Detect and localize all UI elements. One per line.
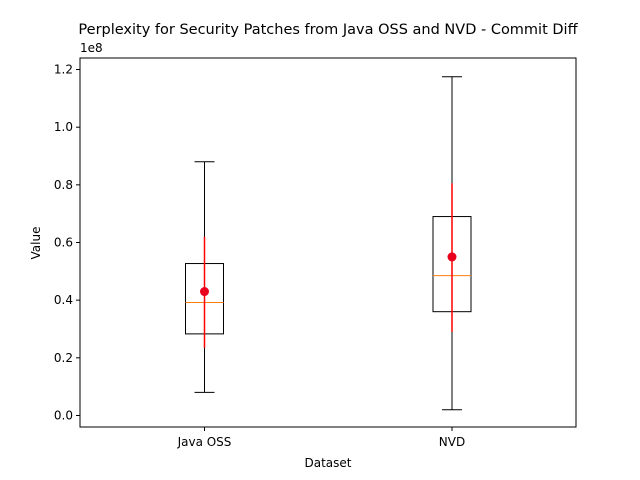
mean-marker	[200, 287, 209, 297]
y-tick-label: 0.2	[54, 351, 73, 365]
y-tick-label: 0.8	[54, 178, 73, 192]
x-tick-label: Java OSS	[177, 435, 232, 449]
x-tick-label: NVD	[439, 435, 465, 449]
plot-frame	[79, 57, 577, 428]
chart-title: Perplexity for Security Patches from Jav…	[78, 22, 578, 38]
y-tick-label: 0.6	[54, 236, 73, 250]
x-axis-label: Dataset	[305, 456, 352, 470]
mean-marker	[447, 252, 457, 262]
y-tick-label: 1.2	[54, 63, 73, 77]
y-axis-label: Value	[29, 227, 43, 260]
y-tick-label: 0.0	[54, 408, 73, 422]
y-tick-label: 1.0	[54, 120, 73, 134]
y-tick-label: 0.4	[54, 293, 73, 307]
y-offset-label: 1e8	[80, 41, 103, 55]
